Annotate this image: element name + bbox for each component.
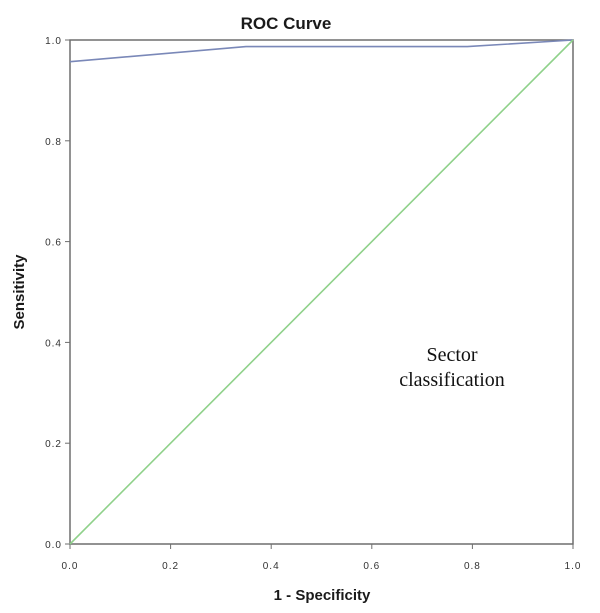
y-tick-label: 0.2 <box>45 439 62 450</box>
x-tick-label: 0.8 <box>464 561 481 572</box>
y-tick-label: 1.0 <box>45 36 62 47</box>
x-axis-label: 1 - Specificity <box>274 587 371 604</box>
y-tick-label: 0.4 <box>45 338 62 349</box>
axis-tick-labels: 0.0 0.2 0.4 0.6 0.8 1.0 0.0 0.2 0.4 0.6 0.8 1.0 <box>45 36 582 572</box>
series-layer <box>69 39 574 545</box>
reference-diagonal-line <box>69 39 574 545</box>
x-tick-label: 1.0 <box>565 561 582 572</box>
x-tick-label: 0.2 <box>162 561 179 572</box>
chart-title: ROC Curve <box>241 14 332 33</box>
y-tick-label: 0.8 <box>45 137 62 148</box>
axis-ticks <box>65 39 574 549</box>
y-tick-label: 0.6 <box>45 238 62 249</box>
roc-curve-line <box>69 39 574 63</box>
annotation-line-2: classification <box>399 369 505 391</box>
annotation-line-1: Sector <box>426 344 477 366</box>
x-tick-label: 0.4 <box>263 561 280 572</box>
x-tick-label: 0.0 <box>62 561 79 572</box>
y-axis-label: Sensitivity <box>11 254 28 330</box>
y-tick-label: 0.0 <box>45 540 62 551</box>
plot-frame <box>69 39 574 545</box>
x-tick-label: 0.6 <box>363 561 380 572</box>
